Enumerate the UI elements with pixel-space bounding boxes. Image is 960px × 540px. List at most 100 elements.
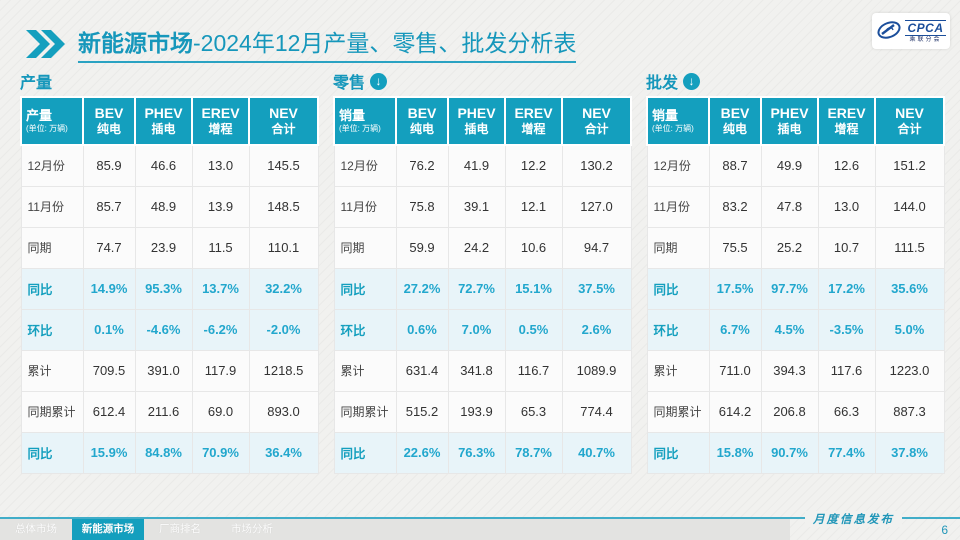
retail-table: 销量 (单位: 万辆) BEV 纯电 PHEV 插电 EREV 增程 NEV 合计 12月份 76.2… bbox=[333, 96, 632, 474]
table-cell: 23.9 bbox=[134, 226, 193, 269]
tab-overall-market[interactable]: 总体市场 bbox=[15, 523, 57, 535]
table-cell: 27.2% bbox=[395, 267, 449, 310]
table-cell: 13.9 bbox=[191, 185, 250, 228]
column-cn: 插电 bbox=[151, 122, 176, 137]
tab-market-analysis[interactable]: 市场分析 bbox=[231, 523, 273, 535]
column-en: BEV bbox=[94, 105, 124, 122]
table-row: 同期 59.9 24.2 10.6 94.7 bbox=[333, 226, 632, 269]
table-cell: 1218.5 bbox=[248, 349, 319, 392]
table-cell: 7.0% bbox=[447, 308, 506, 351]
table-section-wholesale: 批发 ↓ 销量 (单位: 万辆) BEV 纯电 PHEV 插电 EREV 增程 NEV 合计 12月份 8… bbox=[646, 68, 945, 474]
table-cell: 69.0 bbox=[191, 390, 250, 433]
table-cell: 88.7 bbox=[708, 144, 762, 187]
corner-unit: (单位: 万辆) bbox=[652, 124, 694, 133]
column-header-phev: PHEV 插电 bbox=[760, 96, 819, 146]
table-row: 环比 6.7% 4.5% -3.5% 5.0% bbox=[646, 308, 945, 351]
table-row: 同比 22.6% 76.3% 78.7% 40.7% bbox=[333, 431, 632, 474]
tab-nev-market[interactable]: 新能源市场 bbox=[72, 519, 144, 540]
row-label: 11月份 bbox=[333, 185, 397, 228]
row-label: 同比 bbox=[646, 431, 710, 474]
table-cell: 10.6 bbox=[504, 226, 563, 269]
table-cell: 37.8% bbox=[874, 431, 945, 474]
row-label: 同比 bbox=[333, 431, 397, 474]
table-cell: 111.5 bbox=[874, 226, 945, 269]
column-en: NEV bbox=[895, 105, 924, 122]
table-cell: 46.6 bbox=[134, 144, 193, 187]
table-row: 同比 15.9% 84.8% 70.9% 36.4% bbox=[20, 431, 319, 474]
row-label: 环比 bbox=[333, 308, 397, 351]
row-label: 12月份 bbox=[20, 144, 84, 187]
table-cell: 77.4% bbox=[817, 431, 876, 474]
table-cell: 72.7% bbox=[447, 267, 506, 310]
table-cell: 90.7% bbox=[760, 431, 819, 474]
table-cell: 711.0 bbox=[708, 349, 762, 392]
table-row: 同比 17.5% 97.7% 17.2% 35.6% bbox=[646, 267, 945, 310]
table-cell: 15.8% bbox=[708, 431, 762, 474]
bottom-tab-bar: 总体市场 新能源市场 厂商排名 市场分析 bbox=[0, 519, 790, 540]
table-cell: 117.6 bbox=[817, 349, 876, 392]
column-cn: 合计 bbox=[897, 122, 922, 137]
table-cell: 65.3 bbox=[504, 390, 563, 433]
table-cell: 614.2 bbox=[708, 390, 762, 433]
corner-unit: (单位: 万辆) bbox=[339, 124, 381, 133]
corner-title: 销量 bbox=[339, 108, 366, 124]
column-header-bev: BEV 纯电 bbox=[708, 96, 762, 146]
table-cell: 145.5 bbox=[248, 144, 319, 187]
column-header-phev: PHEV 插电 bbox=[447, 96, 506, 146]
table-cell: 4.5% bbox=[760, 308, 819, 351]
table-cell: 12.6 bbox=[817, 144, 876, 187]
table-cell: 1089.9 bbox=[561, 349, 632, 392]
table-row: 同比 15.8% 90.7% 77.4% 37.8% bbox=[646, 431, 945, 474]
table-cell: 893.0 bbox=[248, 390, 319, 433]
row-label: 同期累计 bbox=[646, 390, 710, 433]
row-label: 同比 bbox=[20, 267, 84, 310]
table-cell: 48.9 bbox=[134, 185, 193, 228]
row-label: 11月份 bbox=[20, 185, 84, 228]
table-cell: 391.0 bbox=[134, 349, 193, 392]
column-header-phev: PHEV 插电 bbox=[134, 96, 193, 146]
column-en: BEV bbox=[720, 105, 750, 122]
logo-name: CPCA bbox=[905, 19, 946, 36]
table-cell: -6.2% bbox=[191, 308, 250, 351]
circle-down-arrow-icon: ↓ bbox=[370, 72, 388, 90]
table-cell: 12.1 bbox=[504, 185, 563, 228]
table-cell: 709.5 bbox=[82, 349, 136, 392]
table-cell: 0.6% bbox=[395, 308, 449, 351]
footer-rule bbox=[0, 517, 960, 519]
page-title-bold: 新能源市场 bbox=[78, 30, 193, 56]
table-cell: 10.7 bbox=[817, 226, 876, 269]
column-en: PHEV bbox=[457, 105, 496, 122]
table-row: 12月份 76.2 41.9 12.2 130.2 bbox=[333, 144, 632, 187]
table-cell: 211.6 bbox=[134, 390, 193, 433]
table-row: 11月份 85.7 48.9 13.9 148.5 bbox=[20, 185, 319, 228]
row-label: 同期 bbox=[20, 226, 84, 269]
column-header-erev: EREV 增程 bbox=[191, 96, 250, 146]
column-header-bev: BEV 纯电 bbox=[395, 96, 449, 146]
table-cell: 95.3% bbox=[134, 267, 193, 310]
table-cell: 127.0 bbox=[561, 185, 632, 228]
table-cell: 515.2 bbox=[395, 390, 449, 433]
tab-oem-ranking[interactable]: 厂商排名 bbox=[159, 523, 201, 535]
table-section-retail: 零售 ↓ 销量 (单位: 万辆) BEV 纯电 PHEV 插电 EREV 增程 NEV 合计 12月份 7… bbox=[333, 68, 632, 474]
corner-unit: (单位: 万辆) bbox=[26, 124, 68, 133]
table-cell: 612.4 bbox=[82, 390, 136, 433]
table-cell: 78.7% bbox=[504, 431, 563, 474]
column-header-nev: NEV 合计 bbox=[561, 96, 632, 146]
table-cell: -2.0% bbox=[248, 308, 319, 351]
table-cell: 5.0% bbox=[874, 308, 945, 351]
table-row: 11月份 83.2 47.8 13.0 144.0 bbox=[646, 185, 945, 228]
column-cn: 增程 bbox=[521, 122, 546, 137]
table-cell: 75.8 bbox=[395, 185, 449, 228]
table-cell: 35.6% bbox=[874, 267, 945, 310]
section-head-retail: 零售 ↓ bbox=[333, 68, 630, 94]
corner-cell: 销量 (单位: 万辆) bbox=[646, 96, 710, 146]
row-label: 11月份 bbox=[646, 185, 710, 228]
section-title-production: 产量 bbox=[20, 75, 53, 92]
double-chevron-icon bbox=[26, 29, 65, 58]
table-cell: 13.0 bbox=[191, 144, 250, 187]
column-header-erev: EREV 增程 bbox=[504, 96, 563, 146]
row-label: 同比 bbox=[646, 267, 710, 310]
table-cell: 206.8 bbox=[760, 390, 819, 433]
table-row: 同期累计 515.2 193.9 65.3 774.4 bbox=[333, 390, 632, 433]
table-row: 同比 27.2% 72.7% 15.1% 37.5% bbox=[333, 267, 632, 310]
